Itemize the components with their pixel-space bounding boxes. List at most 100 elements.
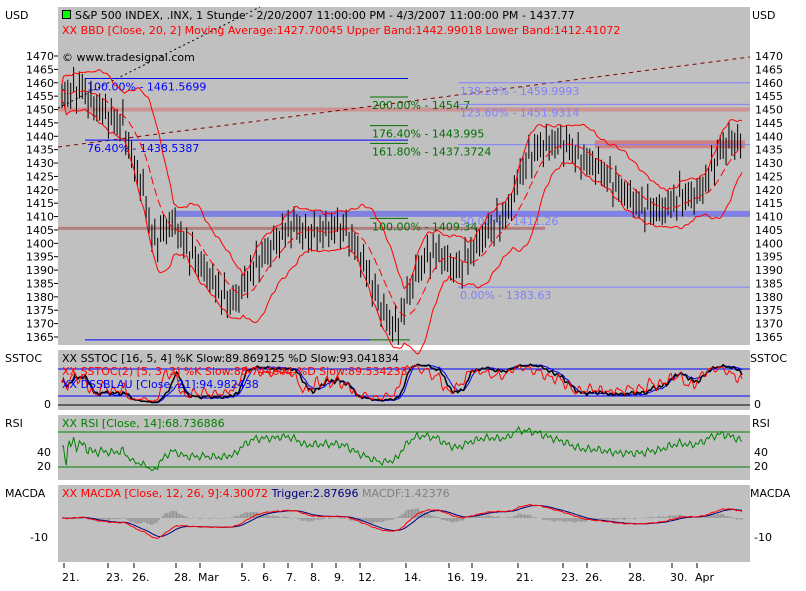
support-line xyxy=(58,226,545,230)
x-tick-label: 23. xyxy=(106,571,124,584)
y-tick-label: 1375 xyxy=(26,304,54,317)
bollinger-middle xyxy=(61,88,743,317)
y-tick-label: 1470 xyxy=(26,50,54,63)
x-tick-label: 16. xyxy=(447,571,465,584)
y-tick-label-right: 1425 xyxy=(755,170,783,183)
rsi-label-right: RSI xyxy=(752,417,770,430)
y-tick-label-right: 1465 xyxy=(755,63,783,76)
y-tick-label: 1425 xyxy=(26,170,54,183)
rsi-tick-40-right: 40 xyxy=(754,446,768,459)
rsi-legend[interactable]: XX RSI [Close, 14]:68.736886 xyxy=(62,417,225,430)
y-tick-label: 1365 xyxy=(26,331,54,344)
rsi-tick-20: 20 xyxy=(37,460,51,473)
x-tick-label: Apr xyxy=(695,571,715,584)
y-tick-label: 1370 xyxy=(26,318,54,331)
y-tick-label-right: 1460 xyxy=(755,77,783,90)
sstoc-label: SSTOC xyxy=(5,352,43,365)
y-tick-label: 1435 xyxy=(26,144,54,157)
fib-label: 176.40% - 1443.995 xyxy=(372,128,484,141)
x-tick-label: 21. xyxy=(516,571,534,584)
y-tick-label: 1395 xyxy=(26,251,54,264)
y-tick-label: 1415 xyxy=(26,197,54,210)
sstoc2-k-line xyxy=(61,364,743,402)
macd-legend[interactable]: XX MACDA [Close, 12, 26, 9]:4.30072 Trig… xyxy=(62,487,450,500)
chart-title: S&P 500 INDEX, .INX, 1 Stunde - 2/20/200… xyxy=(62,9,575,22)
x-tick-label: 28. xyxy=(174,571,192,584)
y-tick-label-right: 1450 xyxy=(755,104,783,117)
y-tick-label-right: 1405 xyxy=(755,224,783,237)
macd-tick: -10 xyxy=(30,531,48,544)
rsi-label: RSI xyxy=(5,417,23,430)
bbd-legend[interactable]: XX BBD [Close, 20, 2] Moving Average:142… xyxy=(62,24,621,37)
x-tick-label: 26. xyxy=(132,571,150,584)
y-tick-label: 1405 xyxy=(26,224,54,237)
sstoc-legend[interactable]: XX SSTOC [16, 5, 4] %K Slow:89.869125 %D… xyxy=(62,352,399,365)
y-tick-label: 1450 xyxy=(26,104,54,117)
x-tick-label: 30. xyxy=(670,571,688,584)
macd-label-right: MACDA xyxy=(750,487,791,500)
fib-label: 138.20% - 1459.9993 xyxy=(460,85,579,98)
x-tick-label: 26. xyxy=(585,571,603,584)
bollinger-upper xyxy=(61,69,743,290)
y-tick-label-right: 1365 xyxy=(755,331,783,344)
sstoc-k-line xyxy=(61,363,743,404)
x-tick-label: 12. xyxy=(358,571,376,584)
fib-label: 50.00% - 1411.26 xyxy=(460,215,558,228)
price-unit-left: USD xyxy=(5,9,29,22)
y-tick-label-right: 1470 xyxy=(755,50,783,63)
macd-line xyxy=(61,503,743,539)
copyright: © www.tradesignal.com xyxy=(62,51,195,64)
x-tick-label: 9. xyxy=(334,571,345,584)
x-tick-label: 21. xyxy=(62,571,80,584)
y-tick-label-right: 1375 xyxy=(755,304,783,317)
dss-legend[interactable]: XX DSSBLAU [Close, 21]:94.982438 xyxy=(62,378,259,391)
price-unit-right: USD xyxy=(752,9,776,22)
fib-label: 76.40% - 1438.5387 xyxy=(87,142,199,155)
x-tick-label: 6. xyxy=(262,571,273,584)
symbol-icon xyxy=(62,10,71,19)
y-tick-label: 1410 xyxy=(26,211,54,224)
y-tick-label-right: 1445 xyxy=(755,117,783,130)
fib-label: 100.00% - 1461.5699 xyxy=(87,81,206,94)
y-tick-label-right: 1415 xyxy=(755,197,783,210)
sstoc-tick: 0 xyxy=(44,398,51,411)
ohlc-bars xyxy=(61,66,742,345)
y-tick-label-right: 1370 xyxy=(755,318,783,331)
y-tick-label: 1400 xyxy=(26,237,54,250)
x-tick-label: 19. xyxy=(470,571,488,584)
y-tick-label: 1380 xyxy=(26,291,54,304)
y-tick-label: 1445 xyxy=(26,117,54,130)
rsi-line xyxy=(62,425,743,472)
fib-label: 161.80% - 1437.3724 xyxy=(372,145,491,158)
x-tick-label: 23. xyxy=(561,571,579,584)
sstoc-tick-right: 0 xyxy=(754,398,761,411)
rsi-tick-40: 40 xyxy=(37,446,51,459)
macd-tick-right: -10 xyxy=(754,531,772,544)
y-tick-label-right: 1380 xyxy=(755,291,783,304)
y-tick-label: 1440 xyxy=(26,130,54,143)
y-tick-label: 1385 xyxy=(26,277,54,290)
y-tick-label-right: 1440 xyxy=(755,130,783,143)
dss-line xyxy=(61,364,743,404)
sstoc2-legend[interactable]: XX SSTOC(2) [5, 3, 3] %K Slow:88.744644 … xyxy=(62,365,408,378)
y-tick-label-right: 1390 xyxy=(755,264,783,277)
bollinger-lower xyxy=(61,99,743,355)
x-tick-label: 7. xyxy=(286,571,297,584)
y-tick-label-right: 1410 xyxy=(755,211,783,224)
x-tick-label: 28. xyxy=(628,571,646,584)
y-tick-label: 1465 xyxy=(26,63,54,76)
y-tick-label: 1420 xyxy=(26,184,54,197)
y-tick-label: 1460 xyxy=(26,77,54,90)
x-tick-label: Mar xyxy=(198,571,219,584)
y-tick-label-right: 1400 xyxy=(755,237,783,250)
sstoc-label-right: SSTOC xyxy=(750,352,788,365)
fib-label: 123.60% - 1451.9314 xyxy=(460,106,579,119)
y-tick-label-right: 1435 xyxy=(755,144,783,157)
fib-label: 200.00% - 1454.7 xyxy=(372,99,470,112)
y-tick-label-right: 1385 xyxy=(755,277,783,290)
fib-label: 100.00% - 1409.34 xyxy=(372,220,477,233)
y-tick-label-right: 1395 xyxy=(755,251,783,264)
support-zone xyxy=(175,210,750,217)
y-tick-label-right: 1430 xyxy=(755,157,783,170)
